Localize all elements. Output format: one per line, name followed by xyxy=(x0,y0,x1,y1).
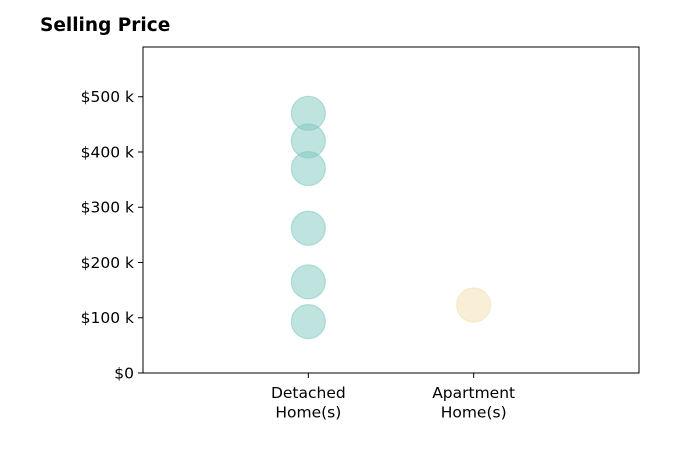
y-axis: $0 $100 k $200 k $300 k $400 k $500 k xyxy=(81,88,143,383)
y-tick-label: $0 xyxy=(114,365,134,383)
data-point xyxy=(290,210,326,246)
y-tick-label: $500 k xyxy=(81,88,134,106)
y-tick-label: $300 k xyxy=(81,199,134,217)
x-axis: Detached Home(s) Apartment Home(s) xyxy=(271,373,515,422)
y-tick-label: $400 k xyxy=(81,143,134,161)
data-point xyxy=(290,304,326,340)
x-tick-label: Detached Home(s) xyxy=(271,384,346,422)
data-point xyxy=(456,287,492,323)
data-point xyxy=(290,264,326,300)
x-tick-label: Apartment Home(s) xyxy=(432,384,515,422)
data-points xyxy=(290,95,492,340)
data-point xyxy=(290,95,326,131)
y-tick-label: $200 k xyxy=(81,254,134,272)
plot-frame xyxy=(142,46,640,374)
chart-title: Selling Price xyxy=(40,15,171,36)
y-tick-label: $100 k xyxy=(81,309,134,327)
